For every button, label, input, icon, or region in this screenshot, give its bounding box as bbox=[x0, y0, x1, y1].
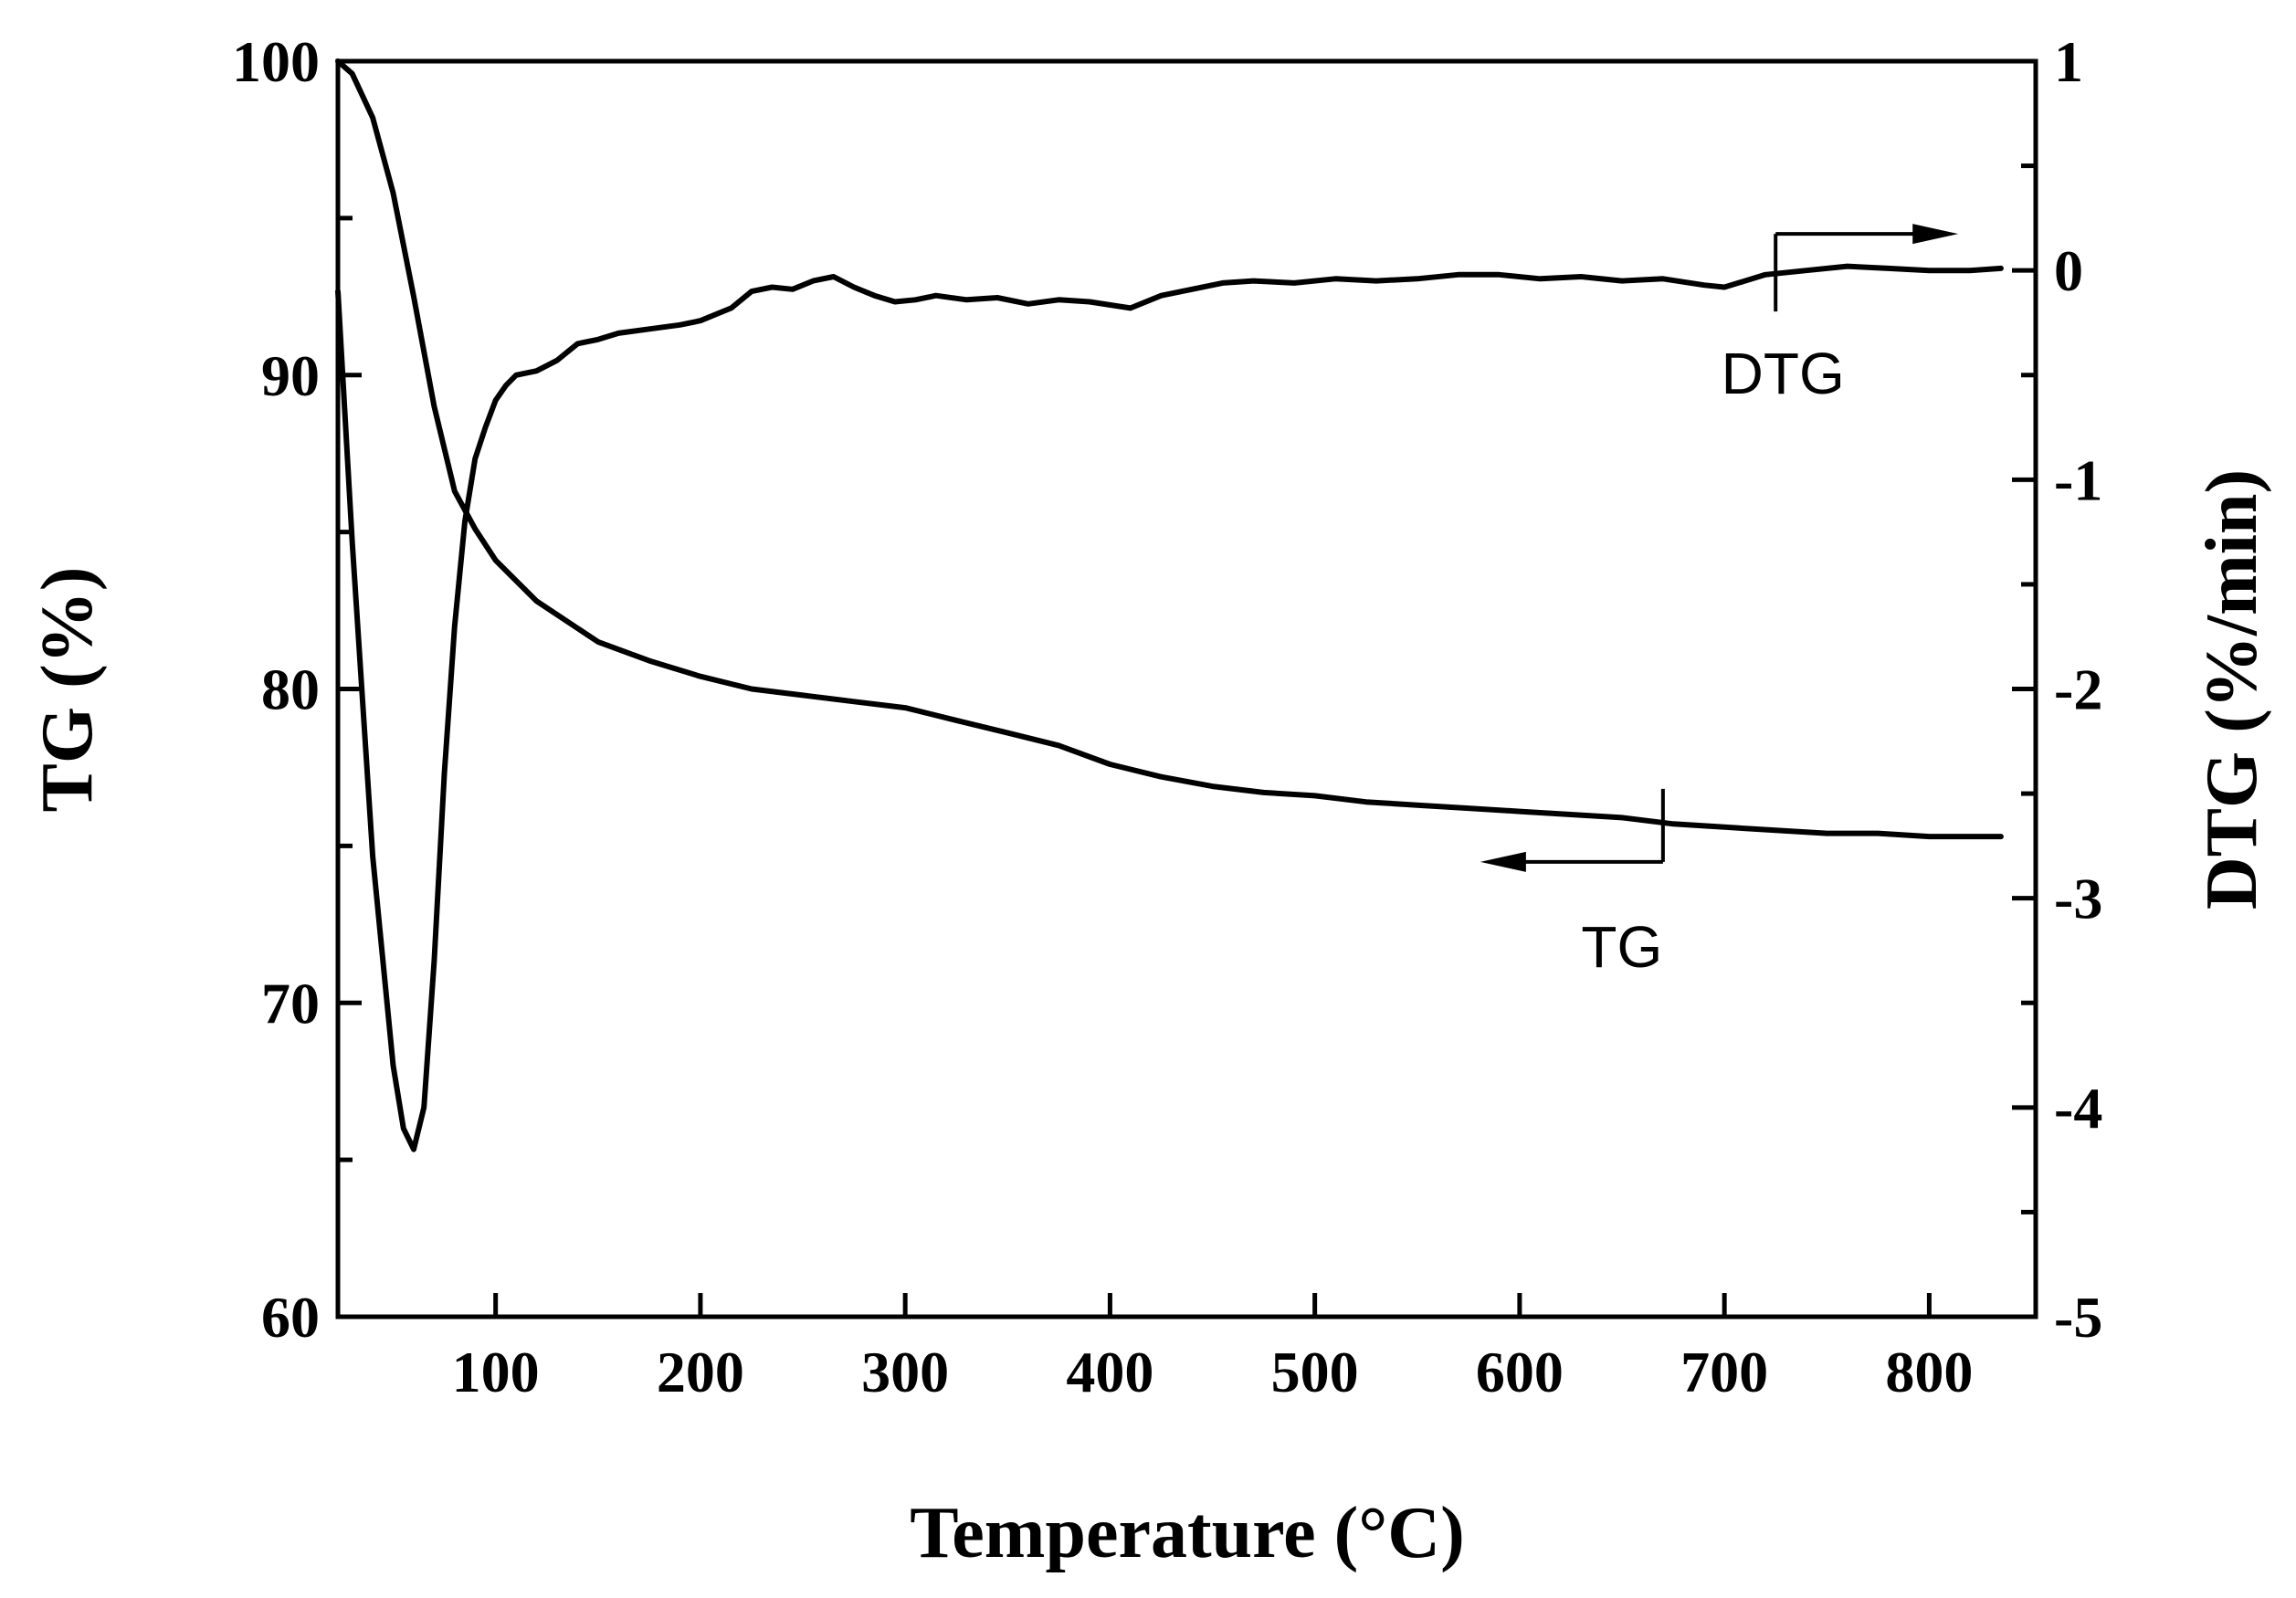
y-left-tick-label: 70 bbox=[261, 971, 320, 1036]
dtg-series-line bbox=[335, 263, 2004, 1152]
y-right-tick-label: -4 bbox=[2054, 1076, 2102, 1141]
dtg-arrowhead-icon bbox=[1912, 224, 1959, 245]
y-left-tick-label: 100 bbox=[232, 29, 320, 94]
y-right-tick-label: 0 bbox=[2054, 238, 2083, 303]
annotations-group: DTG TG bbox=[1480, 224, 1959, 980]
y-left-tick-label: 80 bbox=[261, 657, 320, 722]
ticks-group: 100 200 300 400 500 600 700 800 60 70 80 90 100 -5 -4 -… bbox=[232, 29, 2102, 1404]
tg-series-line bbox=[335, 58, 2004, 840]
x-tick-label: 700 bbox=[1680, 1340, 1768, 1404]
x-tick-label: 300 bbox=[861, 1340, 949, 1404]
y-right-tick-label: -2 bbox=[2054, 657, 2102, 722]
tg-annotation: TG bbox=[1480, 788, 1665, 980]
y-right-tick-label: 1 bbox=[2054, 29, 2083, 94]
y-left-tick-label: 60 bbox=[261, 1285, 320, 1350]
x-tick-label: 600 bbox=[1476, 1340, 1564, 1404]
y-left-tick-label: 90 bbox=[261, 343, 320, 408]
x-tick-label: 400 bbox=[1066, 1340, 1153, 1404]
tg-label: TG bbox=[1581, 914, 1662, 980]
x-tick-label: 200 bbox=[657, 1340, 744, 1404]
y-right-tick-label: -5 bbox=[2054, 1285, 2102, 1350]
dtg-annotation: DTG bbox=[1722, 224, 1959, 406]
x-axis-title: Temperature (°C) bbox=[910, 1493, 1464, 1573]
x-tick-label: 800 bbox=[1885, 1340, 1973, 1404]
x-tick-label: 100 bbox=[452, 1340, 540, 1404]
y-right-tick-label: -1 bbox=[2054, 447, 2102, 512]
plot-frame bbox=[335, 58, 2038, 1319]
tg-arrowhead-icon bbox=[1480, 851, 1526, 872]
y-right-tick-label: -3 bbox=[2054, 867, 2102, 931]
y-axis-right-title: DTG (%/min) bbox=[2192, 469, 2272, 909]
series-group bbox=[335, 58, 2004, 1152]
dtg-label: DTG bbox=[1722, 341, 1845, 406]
x-tick-label: 500 bbox=[1271, 1340, 1359, 1404]
y-axis-left-title: TG (%) bbox=[27, 567, 108, 813]
